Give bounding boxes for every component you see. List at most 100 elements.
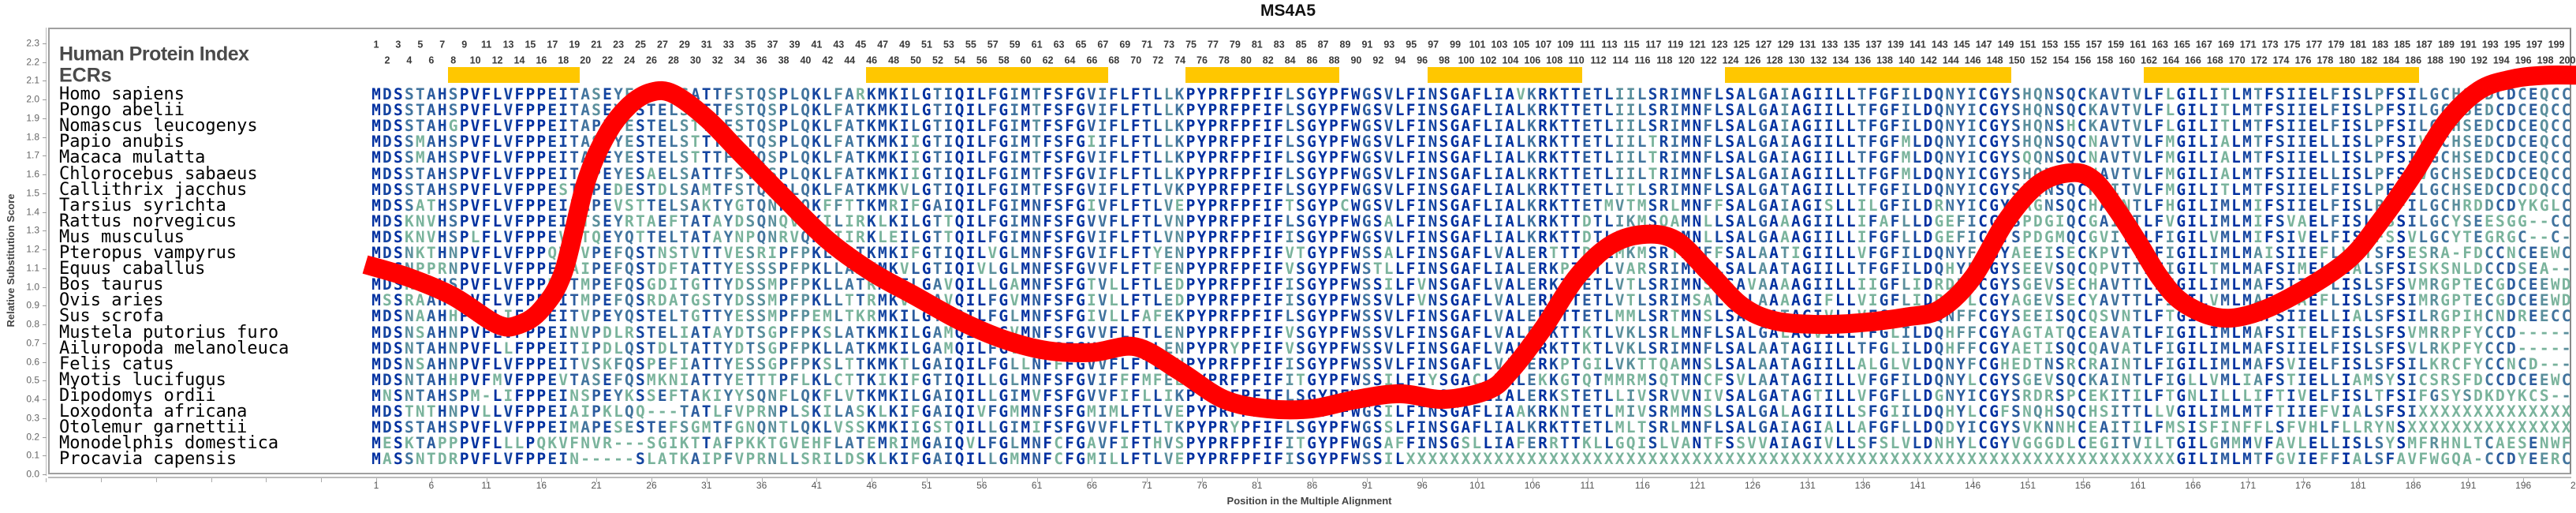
residue: I — [679, 370, 689, 389]
residue: S — [2275, 260, 2285, 279]
residue: L — [823, 85, 832, 103]
residue: P — [1241, 403, 1251, 421]
residue: F — [481, 164, 491, 183]
residue: E — [657, 148, 667, 167]
residue: T — [1141, 101, 1152, 120]
residue: Q — [1659, 354, 1669, 373]
residue: S — [1703, 354, 1713, 373]
residue: M — [2363, 370, 2373, 389]
residue: E — [734, 307, 745, 326]
residue: N — [1428, 133, 1438, 152]
residue: A — [581, 85, 590, 103]
residue: I — [2187, 101, 2197, 120]
residue: R — [756, 244, 767, 262]
residue: K — [812, 164, 821, 183]
residue: M — [1021, 164, 1031, 183]
residue: G — [999, 307, 1009, 326]
residue: I — [558, 418, 569, 437]
residue: L — [823, 260, 832, 279]
residue: S — [1725, 291, 1735, 310]
residue: Q — [954, 148, 965, 167]
residue: P — [1185, 180, 1196, 199]
residue: L — [1846, 148, 1856, 167]
residue: L — [1021, 354, 1031, 373]
residue: Q — [635, 403, 645, 421]
residue: N — [1174, 227, 1185, 246]
residue: F — [1339, 307, 1350, 326]
residue: F — [2264, 117, 2274, 136]
residue: P — [1241, 85, 1251, 103]
residue: G — [1802, 370, 1812, 389]
residue: F — [1252, 148, 1262, 167]
position-number: 141 — [1909, 39, 1926, 51]
residue: E — [2308, 212, 2318, 230]
residue: F — [1703, 85, 1713, 103]
position-number: 119 — [1667, 39, 1684, 51]
residue: N — [1692, 275, 1702, 294]
residue: T — [2209, 260, 2219, 279]
residue: A — [1769, 180, 1779, 199]
residue: V — [2297, 386, 2307, 405]
residue: F — [1890, 307, 1900, 326]
residue: A — [690, 260, 700, 279]
residue: I — [2187, 117, 2197, 136]
residue: C — [2517, 101, 2527, 120]
residue: K — [812, 370, 821, 389]
residue: L — [1152, 133, 1163, 152]
residue: V — [503, 196, 513, 215]
residue: T — [1560, 180, 1570, 199]
residue: E — [625, 85, 634, 103]
residue: F — [1868, 434, 1878, 453]
residue: G — [2033, 434, 2043, 453]
residue: Q — [756, 133, 767, 152]
residue: T — [2132, 260, 2142, 279]
position-number: 7 — [439, 39, 446, 51]
residue: I — [2341, 117, 2351, 136]
x-tick-mark — [927, 478, 928, 482]
residue: V — [1383, 133, 1394, 152]
residue: S — [394, 434, 403, 453]
residue: E — [2473, 180, 2483, 199]
residue: V — [592, 434, 601, 453]
residue: E — [1581, 133, 1592, 152]
residue: L — [1603, 244, 1614, 262]
residue: F — [1406, 291, 1416, 310]
residue: D — [603, 323, 612, 342]
residue: G — [1450, 370, 1460, 389]
residue: A — [1141, 307, 1152, 326]
residue: F — [1472, 260, 1482, 279]
residue: F — [2264, 275, 2274, 294]
residue: F — [1108, 180, 1118, 199]
residue: C — [2077, 418, 2087, 437]
residue: I — [2187, 418, 2197, 437]
residue: I — [1626, 148, 1636, 167]
residue: V — [1670, 386, 1680, 405]
residue: M — [470, 386, 480, 405]
x-tick-mark — [2303, 478, 2304, 482]
residue: Y — [1318, 403, 1327, 421]
residue: Q — [801, 164, 811, 183]
residue: N — [2044, 164, 2054, 183]
residue: E — [657, 117, 667, 136]
position-number: 180 — [2339, 54, 2356, 66]
residue: V — [503, 180, 513, 199]
residue: I — [1417, 260, 1427, 279]
residue: S — [592, 148, 601, 167]
residue: X — [2496, 418, 2505, 437]
residue: L — [2143, 370, 2153, 389]
residue: G — [1802, 212, 1812, 230]
residue: S — [767, 117, 778, 136]
residue: A — [1857, 418, 1867, 437]
ecr-bar — [866, 67, 1109, 83]
residue: I — [1494, 403, 1504, 421]
residue: S — [756, 260, 767, 279]
residue: A — [2099, 196, 2109, 215]
position-number: 110 — [1568, 54, 1585, 66]
residue: Y — [1956, 133, 1966, 152]
residue: I — [2209, 164, 2219, 183]
residue: L — [910, 323, 920, 342]
residue: S — [448, 291, 458, 310]
residue: S — [2099, 403, 2109, 421]
residue: T — [1570, 339, 1581, 358]
residue: E — [2022, 307, 2032, 326]
